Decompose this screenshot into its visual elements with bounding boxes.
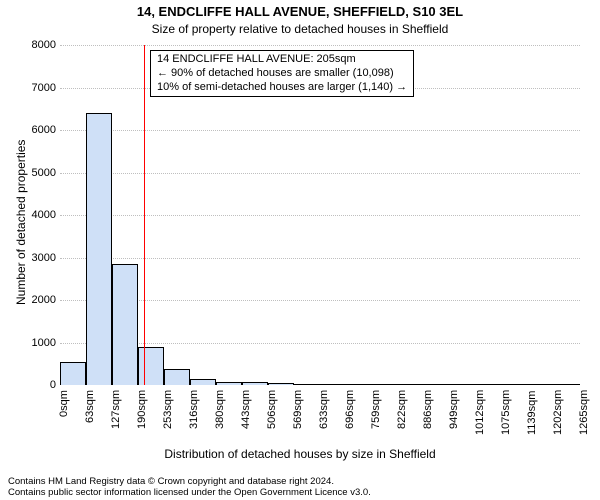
gridline — [60, 45, 580, 46]
annotation-box: 14 ENDCLIFFE HALL AVENUE: 205sqm ← 90% o… — [150, 50, 414, 97]
gridline — [60, 258, 580, 259]
footer-attribution: Contains HM Land Registry data © Crown c… — [8, 476, 371, 499]
plot-area: 0100020003000400050006000700080000sqm63s… — [60, 45, 580, 385]
ytick-label: 6000 — [32, 124, 60, 136]
ytick-label: 3000 — [32, 252, 60, 264]
footer-line-1: Contains HM Land Registry data © Crown c… — [8, 476, 371, 487]
xtick-label: 316sqm — [188, 390, 200, 429]
gridline — [60, 130, 580, 131]
ytick-label: 5000 — [32, 167, 60, 179]
bar — [190, 379, 216, 385]
bar — [138, 347, 164, 385]
bar — [320, 384, 346, 385]
xtick-label: 253sqm — [162, 390, 174, 429]
xtick-label: 127sqm — [110, 390, 122, 429]
xtick-label: 569sqm — [292, 390, 304, 429]
xtick-label: 633sqm — [318, 390, 330, 429]
xtick-label: 506sqm — [266, 390, 278, 429]
xtick-label: 1202sqm — [552, 390, 564, 435]
annotation-line-2: ← 90% of detached houses are smaller (10… — [157, 67, 407, 81]
annotation-line-1: 14 ENDCLIFFE HALL AVENUE: 205sqm — [157, 53, 407, 67]
annotation-line-3: 10% of semi-detached houses are larger (… — [157, 81, 407, 95]
chart-subtitle: Size of property relative to detached ho… — [0, 22, 600, 36]
bar — [346, 384, 372, 385]
bar — [242, 382, 268, 385]
xtick-label: 443sqm — [240, 390, 252, 429]
bar — [528, 384, 554, 385]
xtick-label: 380sqm — [214, 390, 226, 429]
reference-line — [144, 45, 145, 385]
ytick-label: 4000 — [32, 209, 60, 221]
bar — [398, 384, 424, 385]
ytick-label: 7000 — [32, 82, 60, 94]
xtick-label: 1075sqm — [500, 390, 512, 435]
gridline — [60, 300, 580, 301]
xtick-label: 949sqm — [448, 390, 460, 429]
gridline — [60, 173, 580, 174]
bar — [86, 113, 112, 385]
xtick-label: 759sqm — [370, 390, 382, 429]
xtick-label: 0sqm — [58, 390, 70, 417]
bar — [112, 264, 138, 385]
x-axis-label: Distribution of detached houses by size … — [0, 447, 600, 461]
gridline — [60, 343, 580, 344]
bar — [450, 384, 476, 385]
ytick-label: 2000 — [32, 294, 60, 306]
bar — [268, 383, 294, 385]
xtick-label: 1012sqm — [474, 390, 486, 435]
chart-container: 14, ENDCLIFFE HALL AVENUE, SHEFFIELD, S1… — [0, 0, 600, 500]
chart-title: 14, ENDCLIFFE HALL AVENUE, SHEFFIELD, S1… — [0, 4, 600, 19]
gridline — [60, 215, 580, 216]
ytick-label: 1000 — [32, 337, 60, 349]
xtick-label: 190sqm — [136, 390, 148, 429]
xtick-label: 1139sqm — [526, 391, 538, 435]
footer-line-2: Contains public sector information licen… — [8, 487, 371, 498]
xtick-label: 1265sqm — [578, 390, 590, 435]
bar — [294, 384, 320, 385]
xtick-label: 886sqm — [422, 390, 434, 429]
y-axis-label: Number of detached properties — [14, 140, 28, 305]
bar — [372, 384, 398, 385]
xtick-label: 63sqm — [84, 390, 96, 423]
bar — [424, 384, 450, 385]
ytick-label: 8000 — [32, 39, 60, 51]
bar — [502, 384, 528, 385]
bar — [476, 384, 502, 385]
bar — [60, 362, 86, 385]
bar — [216, 382, 242, 385]
bar — [554, 384, 580, 385]
xtick-label: 696sqm — [344, 390, 356, 429]
xtick-label: 822sqm — [396, 390, 408, 429]
bar — [164, 369, 190, 385]
